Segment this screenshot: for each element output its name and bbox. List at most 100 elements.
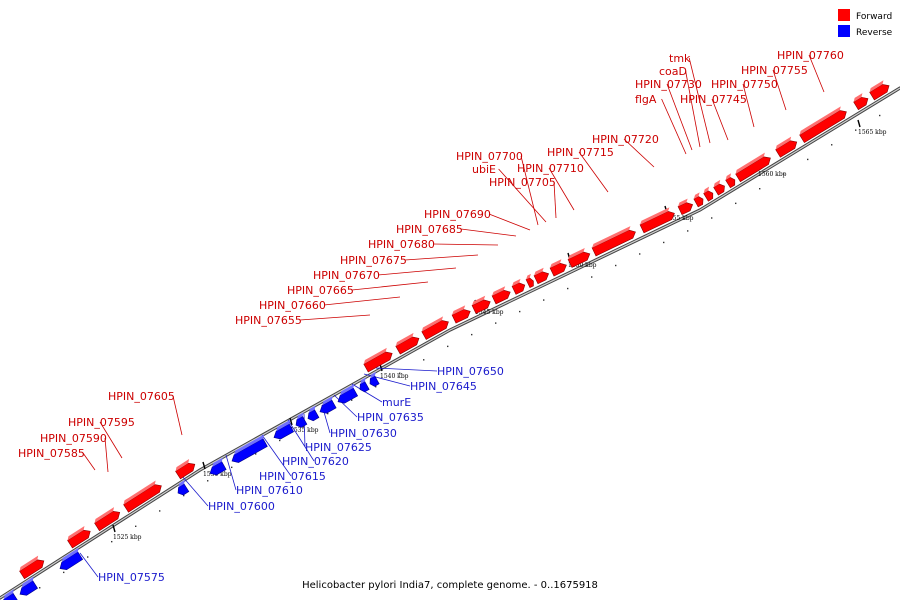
gene-arrow-forward bbox=[19, 555, 45, 580]
gene-arrow-hpin-07660 bbox=[395, 332, 420, 355]
gene-arrow-hpin-07665 bbox=[421, 316, 449, 340]
leader-line-mure bbox=[351, 383, 383, 403]
gene-label-hpin-07670: HPIN_07670 bbox=[313, 269, 380, 282]
scale-minor-tick bbox=[159, 510, 161, 512]
legend-reverse-label: Reverse bbox=[856, 28, 893, 38]
leader-line-hpin-07655 bbox=[299, 314, 371, 321]
scale-minor-tick bbox=[639, 253, 641, 255]
scale-minor-tick bbox=[855, 129, 857, 131]
gene-label-hpin-07615: HPIN_07615 bbox=[259, 470, 326, 483]
gene-arrow-forward bbox=[869, 80, 890, 101]
scale-minor-tick bbox=[567, 287, 569, 290]
leader-line-hpin-07600 bbox=[181, 475, 209, 507]
gene-arrow-hpin-07675 bbox=[471, 295, 491, 314]
gene-label-hpin-07665: HPIN_07665 bbox=[287, 284, 354, 297]
gene-label-hpin-07605: HPIN_07605 bbox=[108, 390, 175, 403]
gene-arrow-hpin-07720 bbox=[639, 207, 675, 234]
gene-label-hpin-07625: HPIN_07625 bbox=[305, 441, 372, 454]
gene-arrow-hpin-07610 bbox=[231, 434, 268, 463]
leader-line-hpin-07575 bbox=[79, 552, 99, 578]
scale-tick-label: 1565 kbp bbox=[858, 129, 887, 136]
gene-arrow-forward bbox=[693, 192, 704, 208]
leader-line-hpin-07605 bbox=[172, 395, 183, 436]
scale-minor-tick bbox=[423, 359, 425, 361]
gene-labels: HPIN_07585 HPIN_07590 HPIN_07595 HPIN_07605… bbox=[18, 49, 844, 584]
gene-label-ubie: ubiE bbox=[472, 163, 496, 176]
scale-minor-tick bbox=[831, 144, 833, 146]
scale-minor-tick bbox=[279, 439, 281, 442]
gene-arrow-hpin-07650 bbox=[369, 371, 380, 387]
scale-minor-tick bbox=[375, 386, 377, 388]
gene-label-hpin-07705: HPIN_07705 bbox=[489, 176, 556, 189]
gene-arrow-hpin-07760 bbox=[799, 106, 847, 144]
gene-arrow-forward bbox=[123, 480, 162, 513]
gene-label-hpin-07680: HPIN_07680 bbox=[368, 238, 435, 251]
scale-minor-tick bbox=[399, 372, 401, 374]
legend: Forward Reverse bbox=[838, 9, 893, 38]
gene-arrow-reverse bbox=[1, 589, 19, 600]
scale-minor-tick bbox=[471, 333, 473, 336]
scale-minor-tick bbox=[879, 114, 881, 117]
scale-tick-label: 1525 kbp bbox=[113, 534, 142, 541]
leader-line-hpin-07685 bbox=[460, 228, 517, 237]
leader-line-coad bbox=[685, 70, 701, 148]
leader-line-hpin-07610 bbox=[225, 454, 237, 491]
gene-label-hpin-07675: HPIN_07675 bbox=[340, 254, 407, 267]
gene-label-hpin-07610: HPIN_07610 bbox=[236, 484, 303, 497]
leader-line-hpin-07635 bbox=[333, 394, 358, 418]
leader-line-hpin-07595 bbox=[99, 421, 123, 459]
scale-tick-label: 1555 kbp bbox=[665, 215, 694, 222]
scale-minor-tick bbox=[591, 276, 593, 278]
gene-label-hpin-07650: HPIN_07650 bbox=[437, 365, 504, 378]
scale-minor-tick bbox=[255, 453, 257, 455]
gene-label-hpin-07635: HPIN_07635 bbox=[357, 411, 424, 424]
gene-label-hpin-07685: HPIN_07685 bbox=[396, 223, 463, 236]
scale-minor-tick bbox=[783, 173, 785, 175]
leader-line-hpin-07760 bbox=[808, 54, 825, 93]
gene-label-hpin-07700: HPIN_07700 bbox=[456, 150, 523, 163]
gene-label-hpin-07645: HPIN_07645 bbox=[410, 380, 477, 393]
gene-label-hpin-07575: HPIN_07575 bbox=[98, 571, 165, 584]
gene-arrow-hpin-07710 bbox=[567, 247, 591, 268]
gene-arrow-forward bbox=[533, 267, 550, 285]
leader-line-hpin-07615 bbox=[261, 434, 292, 477]
gene-label-hpin-07755: HPIN_07755 bbox=[741, 64, 808, 77]
scale-minor-tick bbox=[111, 540, 113, 543]
gene-arrow-hpin-07715 bbox=[591, 226, 636, 257]
scale-minor-tick bbox=[447, 345, 449, 348]
scale-minor-tick bbox=[231, 466, 233, 469]
gene-arrow-hpin-07635 bbox=[337, 383, 359, 404]
gene-arrow-forward bbox=[67, 526, 91, 549]
scale-tick-mark bbox=[112, 524, 116, 533]
scale-minor-tick bbox=[759, 188, 761, 190]
gene-arrow-hpin-07680 bbox=[491, 286, 511, 305]
gene-arrow-hpin-07645 bbox=[359, 377, 370, 393]
gene-label-hpin-07590: HPIN_07590 bbox=[40, 432, 107, 445]
leader-line-hpin-07660 bbox=[323, 296, 401, 306]
gene-label-hpin-07595: HPIN_07595 bbox=[68, 416, 135, 429]
gene-label-hpin-07760: HPIN_07760 bbox=[777, 49, 844, 62]
scale-minor-tick bbox=[135, 525, 137, 527]
leader-line-flga bbox=[661, 98, 687, 155]
gene-features bbox=[1, 80, 890, 600]
scale-minor-tick bbox=[87, 556, 89, 558]
gene-label-hpin-07655: HPIN_07655 bbox=[235, 314, 302, 327]
gene-label-hpin-07720: HPIN_07720 bbox=[592, 133, 659, 146]
leader-line-hpin-07715 bbox=[578, 151, 609, 193]
gene-arrow-hpin-07755 bbox=[775, 136, 798, 158]
gene-arrow-forward bbox=[853, 93, 869, 111]
label-leader-lines bbox=[79, 54, 825, 578]
legend-forward-label: Forward bbox=[856, 12, 892, 22]
scale-minor-tick bbox=[687, 230, 689, 232]
gene-arrow-hpin-07625 bbox=[307, 405, 320, 422]
scale-tick-label: 1560 kbp bbox=[758, 171, 787, 178]
gene-arrow-reverse bbox=[209, 457, 227, 476]
gene-label-coad: coaD bbox=[659, 65, 687, 78]
gene-arrow-hpin-07575 bbox=[59, 547, 84, 571]
leader-line-hpin-07730 bbox=[666, 83, 693, 151]
gene-label-hpin-07585: HPIN_07585 bbox=[18, 447, 85, 460]
gene-arrow-hpin-07615 bbox=[273, 419, 295, 440]
gene-label-flga: flgA bbox=[635, 93, 657, 106]
scale-minor-tick bbox=[63, 571, 65, 574]
